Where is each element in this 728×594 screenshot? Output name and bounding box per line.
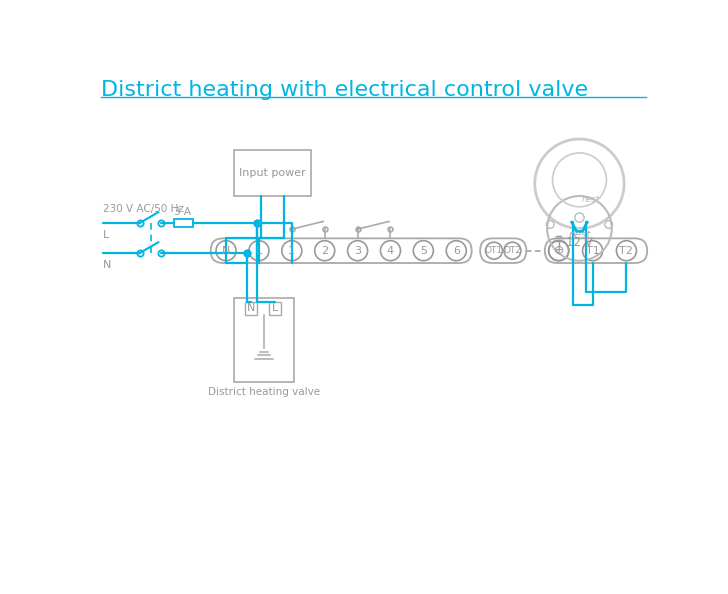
Bar	[234, 298, 294, 383]
Text: T1: T1	[585, 246, 599, 255]
Text: ⊕: ⊕	[553, 244, 564, 257]
Text: 230 V AC/50 Hz: 230 V AC/50 Hz	[103, 204, 183, 214]
Text: N: N	[247, 304, 255, 314]
Bar	[269, 302, 282, 315]
Text: N: N	[103, 260, 111, 270]
Text: 3 A: 3 A	[174, 207, 191, 217]
Text: District heating valve: District heating valve	[207, 387, 320, 397]
Text: 3: 3	[354, 246, 361, 255]
Text: nest: nest	[582, 195, 600, 204]
Text: T2: T2	[620, 246, 633, 255]
Text: 2: 2	[321, 246, 328, 255]
Bar	[234, 150, 311, 196]
Text: 12 V: 12 V	[566, 236, 593, 249]
Text: N: N	[222, 246, 230, 255]
Text: L: L	[103, 229, 109, 239]
Text: 4: 4	[387, 246, 394, 255]
Text: 6: 6	[453, 246, 460, 255]
Text: 1: 1	[288, 246, 296, 255]
Text: OT1: OT1	[485, 246, 503, 255]
Text: L: L	[256, 246, 262, 255]
Text: District heating with electrical control valve: District heating with electrical control…	[100, 80, 587, 100]
Text: L: L	[272, 304, 278, 314]
Bar	[245, 302, 257, 315]
Bar	[175, 219, 193, 227]
Text: nest: nest	[569, 229, 590, 239]
Text: 5: 5	[420, 246, 427, 255]
Text: OT2: OT2	[504, 246, 521, 255]
Text: Input power: Input power	[239, 168, 306, 178]
